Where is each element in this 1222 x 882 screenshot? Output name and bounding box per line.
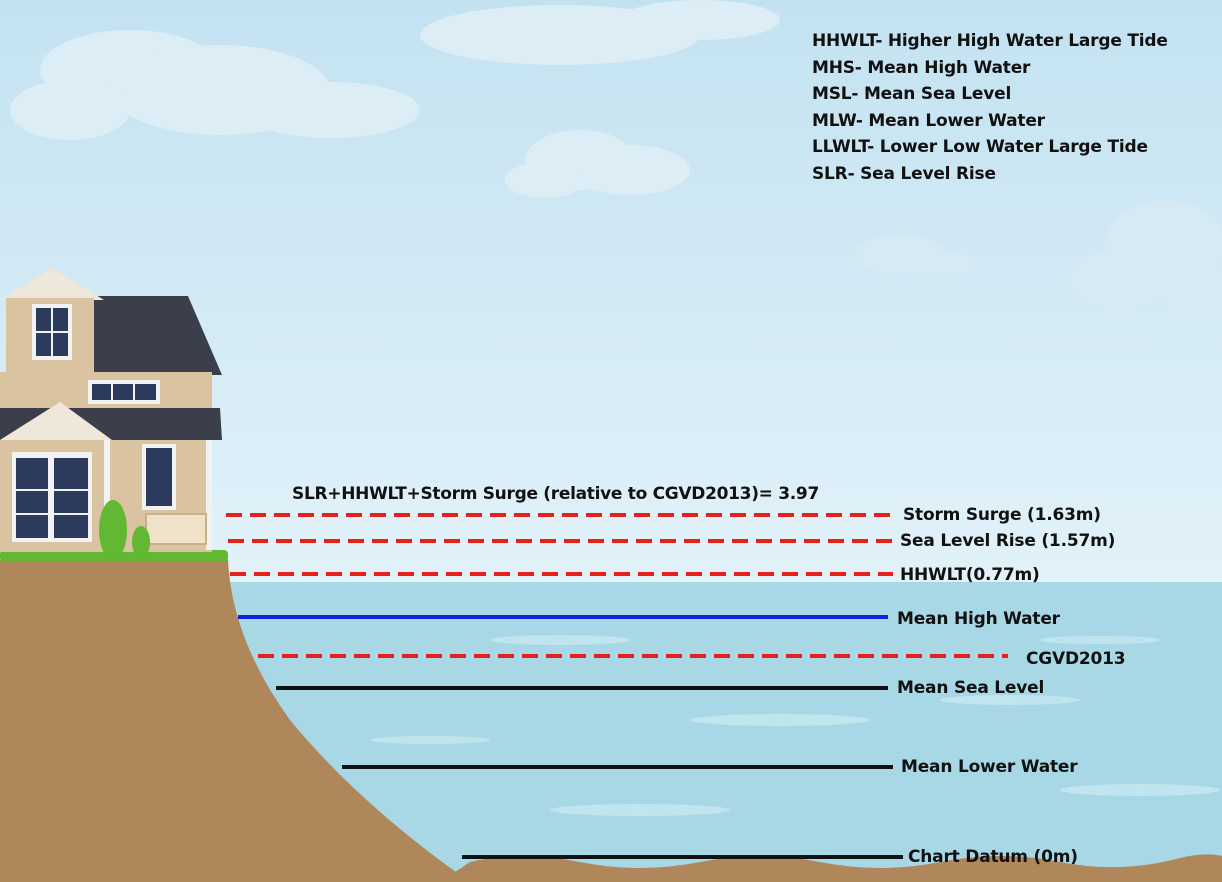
house (0, 268, 222, 560)
legend-item: HHWLT- Higher High Water Large Tide (812, 31, 1168, 51)
cloud (10, 0, 780, 140)
legend-item: MSL- Mean Sea Level (812, 84, 1012, 105)
hhwlt-label: HHWLT(0.77m) (900, 565, 1040, 585)
total-level-caption: SLR+HHWLT+Storm Surge (relative to CGVD2… (292, 484, 819, 504)
porch-post (206, 440, 212, 550)
cloud (855, 200, 1222, 320)
mean-high-water-label: Mean High Water (897, 609, 1060, 629)
abbreviation-legend: HHWLT- Higher High Water Large Tide MHS-… (812, 28, 1168, 188)
chart-datum-label: Chart Datum (0m) (908, 847, 1078, 867)
legend-item: LLWLT- Lower Low Water Large Tide (812, 137, 1148, 158)
shrub (132, 526, 150, 558)
legend-item: SLR- Sea Level Rise (812, 163, 996, 184)
legend-item: MLW- Mean Lower Water (812, 110, 1045, 131)
shrub (99, 500, 127, 560)
mean-lower-water-label: Mean Lower Water (901, 757, 1078, 777)
dormer-roof (0, 268, 104, 300)
porch-post (104, 440, 110, 550)
mean-sea-level-label: Mean Sea Level (897, 678, 1045, 698)
porch-railing (145, 513, 207, 545)
cloud (505, 130, 690, 198)
cliff-ground (0, 560, 470, 882)
water-ripples (370, 635, 1220, 816)
sea-floor (440, 854, 1222, 882)
cgvd2013-label: CGVD2013 (1026, 649, 1126, 669)
storm-surge-label: Storm Surge (1.63m) (903, 505, 1101, 525)
sea-level-rise-label: Sea Level Rise (1.57m) (900, 531, 1116, 551)
legend-item: MHS- Mean High Water (812, 57, 1031, 78)
